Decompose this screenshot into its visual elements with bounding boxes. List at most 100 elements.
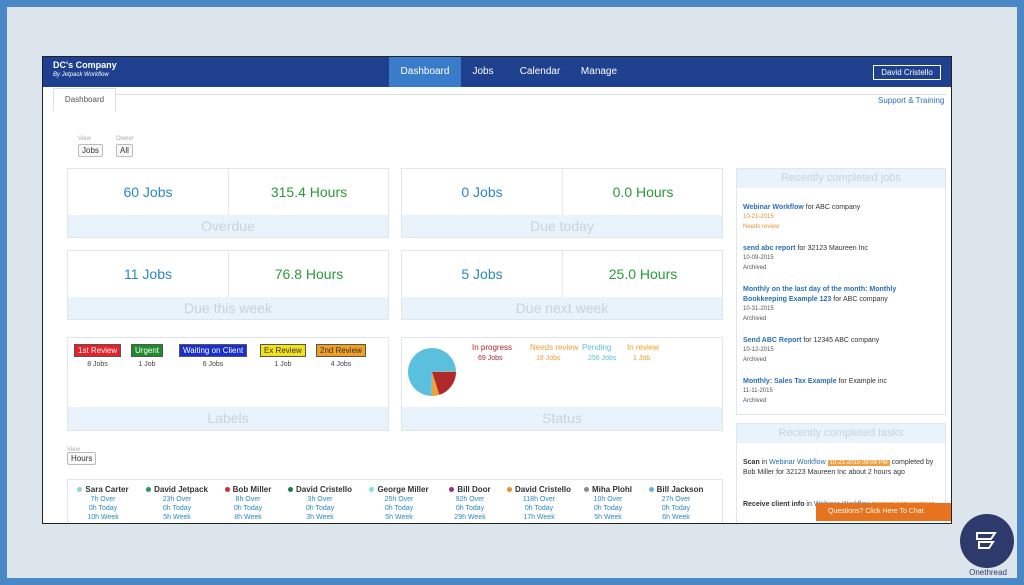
member-name: Sara Carter bbox=[58, 485, 148, 494]
task-job[interactable]: Webinar Workflow bbox=[769, 459, 826, 466]
member-dot bbox=[369, 487, 375, 493]
user-menu[interactable]: David Cristello bbox=[873, 65, 941, 80]
status-name: In progress bbox=[472, 343, 513, 352]
job-entry: Monthly: Sales Tax Example for Example i… bbox=[743, 377, 938, 387]
status-count: 69 Jobs bbox=[478, 355, 503, 362]
job-entry: Webinar Workflow for ABC company bbox=[743, 203, 938, 213]
member-today: 0h Today bbox=[593, 505, 623, 512]
job-count: 11 Jobs bbox=[124, 266, 172, 282]
task-entry: Scan in Webinar Workflow 10-21-2015 09:0… bbox=[743, 458, 938, 478]
filter-select[interactable]: Jobs bbox=[78, 144, 103, 157]
member-dot bbox=[506, 487, 512, 493]
nav-item[interactable]: Dashboard bbox=[389, 57, 461, 87]
label-count: 1 Job bbox=[274, 361, 292, 368]
job-client: for Example inc bbox=[838, 378, 887, 385]
label-count: 1 Job bbox=[138, 361, 156, 368]
member-name: David Jetpack bbox=[132, 485, 222, 494]
member-name: Miha Plohl bbox=[563, 485, 653, 494]
caption: Due this week bbox=[68, 297, 388, 319]
job-link[interactable]: Webinar Workflow bbox=[743, 204, 804, 211]
member-week: 5h Week bbox=[385, 514, 413, 521]
job-state: Archived bbox=[743, 398, 767, 404]
member-today: 0h Today bbox=[233, 505, 263, 512]
status-name: In review bbox=[627, 343, 660, 352]
status-count: 18 Jobs bbox=[536, 355, 561, 362]
panel-title: Recently completed tasks bbox=[737, 424, 945, 443]
label-badge[interactable]: Urgent bbox=[131, 344, 164, 357]
status-pie bbox=[408, 348, 456, 396]
job-date: 10-12-2015 bbox=[743, 347, 774, 353]
member-dot bbox=[224, 487, 230, 493]
member-over: 23h Over bbox=[162, 496, 192, 503]
member-week: 6h Week bbox=[662, 514, 690, 521]
member-over: 3h Over bbox=[307, 496, 333, 503]
job-client: for 32123 Maureen Inc bbox=[797, 245, 868, 252]
member-over: 27h Over bbox=[661, 496, 691, 503]
task-in: in bbox=[806, 501, 812, 508]
caption: Due today bbox=[402, 215, 722, 237]
member-week: 3h Week bbox=[306, 514, 334, 521]
team-view-select[interactable]: Hours bbox=[67, 452, 97, 465]
job-count: 5 Jobs bbox=[461, 266, 503, 282]
nav-item[interactable]: Calendar bbox=[519, 66, 561, 77]
member-over: 10h Over bbox=[593, 496, 623, 503]
job-state: Archived bbox=[743, 316, 767, 322]
nav-item[interactable]: Manage bbox=[580, 66, 618, 77]
job-link[interactable]: Send ABC Report bbox=[743, 337, 802, 344]
job-state: Needs review bbox=[743, 224, 780, 230]
member-name: David Cristello bbox=[275, 485, 365, 494]
member-over: 25h Over bbox=[384, 496, 414, 503]
task-name: Receive client info bbox=[743, 501, 805, 508]
member-today: 0h Today bbox=[524, 505, 554, 512]
member-dot bbox=[449, 487, 455, 493]
labels-card: Labels 1st Review 8 Jobs Urgent 1 Job Waiting… bbox=[67, 337, 389, 431]
labels-title: Labels bbox=[68, 407, 388, 430]
label-count: 6 Jobs bbox=[202, 361, 224, 368]
label-badge[interactable]: 1st Review bbox=[74, 344, 122, 357]
pie-slice bbox=[408, 348, 456, 396]
tab[interactable]: Dashboard bbox=[53, 88, 116, 112]
job-state: Archived bbox=[743, 265, 767, 271]
job-link[interactable]: Monthly: Sales Tax Example bbox=[743, 378, 837, 385]
chat-button[interactable]: Questions? Click Here To Chat bbox=[816, 503, 951, 521]
label-badge[interactable]: Ex Review bbox=[260, 344, 306, 357]
status-count: 1 Job bbox=[633, 355, 651, 362]
task-in: in bbox=[761, 459, 768, 466]
nav-item[interactable]: Jobs bbox=[472, 66, 494, 77]
filter-label: Owner bbox=[116, 136, 134, 142]
team-box: Sara Carter 7h Over 0h Today 10h Week David … bbox=[67, 479, 723, 523]
status-count: 256 Jobs bbox=[588, 355, 617, 362]
job-client: for ABC company bbox=[833, 296, 888, 303]
job-entry: Send ABC Report for 12345 ABC company bbox=[743, 336, 938, 346]
brand-name: Onethread bbox=[969, 568, 1007, 577]
pie-slice bbox=[432, 372, 456, 395]
task-detail: completed by Bob Miller for 32123 Mauree… bbox=[743, 459, 934, 476]
support-link[interactable]: Support & Training bbox=[878, 96, 945, 105]
team-view-label: View bbox=[67, 447, 80, 453]
nav-bar bbox=[43, 57, 951, 87]
label-count: 4 Jobs bbox=[330, 361, 352, 368]
member-over: 7h Over bbox=[90, 496, 116, 503]
label-badge[interactable]: Waiting on Client bbox=[179, 344, 248, 357]
member-dot bbox=[146, 487, 152, 493]
hours: 0.0 Hours bbox=[612, 184, 674, 200]
job-count: 0 Jobs bbox=[461, 184, 503, 200]
label-badge[interactable]: 2nd Review bbox=[316, 344, 366, 357]
job-entry: send abc report for 32123 Maureen Inc bbox=[743, 244, 938, 254]
member-dot bbox=[648, 487, 654, 493]
job-link[interactable]: Monthly on the last day of the month: Mo… bbox=[743, 286, 897, 303]
member-today: 0h Today bbox=[162, 505, 192, 512]
filter-select[interactable]: All bbox=[116, 144, 133, 157]
job-date: 10-31-2015 bbox=[743, 306, 774, 312]
divider bbox=[562, 169, 563, 217]
member-over: 92h Over bbox=[455, 496, 485, 503]
job-link[interactable]: send abc report bbox=[743, 245, 796, 252]
divider bbox=[562, 251, 563, 299]
member-today: 0h Today bbox=[305, 505, 335, 512]
job-client: for ABC company bbox=[805, 204, 861, 211]
summary-card: 11 Jobs 76.8 Hours Due this week bbox=[67, 250, 389, 320]
status-title: Status bbox=[402, 407, 722, 430]
job-date: 10-09-2015 bbox=[743, 255, 774, 261]
member-week: 17h Week bbox=[523, 514, 555, 521]
